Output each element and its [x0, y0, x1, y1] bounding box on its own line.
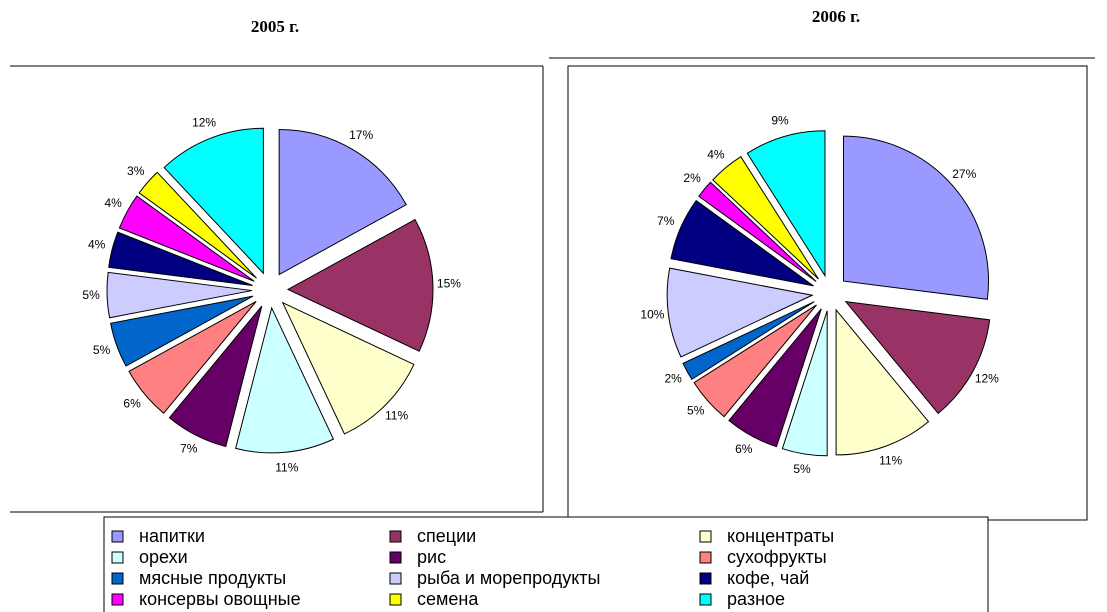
pie-slice — [835, 308, 930, 456]
pie-slice — [118, 195, 255, 282]
pie-slice — [666, 267, 814, 358]
legend-label: напитки — [139, 526, 205, 546]
slice-label: 6% — [123, 396, 141, 410]
pie-slice — [682, 301, 815, 381]
pie-slice — [728, 308, 822, 448]
slice-label: 5% — [82, 288, 100, 302]
legend-label: разное — [727, 589, 785, 609]
pie-slice — [235, 306, 335, 454]
legend-label: концентраты — [727, 526, 834, 546]
pie-slice — [168, 305, 263, 448]
legend-swatch — [111, 551, 124, 564]
slice-label: 15% — [437, 277, 461, 291]
legend-swatch — [699, 572, 712, 585]
slice-label: 17% — [349, 128, 373, 142]
legend-swatch — [111, 572, 124, 585]
legend-label: семена — [417, 589, 479, 609]
pie-slice — [128, 301, 257, 414]
slice-label: 6% — [735, 442, 753, 456]
legend-label: рыба и морепродукты — [417, 568, 600, 588]
legend-swatch — [111, 530, 124, 543]
slice-label: 11% — [385, 409, 408, 423]
slice-label: 4% — [707, 147, 725, 161]
legend-label: сухофрукты — [727, 547, 827, 567]
pie-slice — [278, 129, 407, 276]
pie-slice — [843, 135, 989, 300]
chart-title: 2005 г. — [251, 17, 299, 36]
legend-label: кофе, чай — [727, 568, 809, 588]
legend-swatch — [389, 572, 402, 585]
legend-frame — [103, 516, 989, 612]
slice-label: 2% — [683, 171, 701, 185]
slice-label: 4% — [104, 196, 122, 210]
legend-swatch — [699, 530, 712, 543]
pie-slice — [163, 127, 264, 275]
slice-label: 12% — [975, 371, 999, 385]
legend-label: мясные продукты — [139, 568, 286, 588]
pie-slice — [844, 301, 991, 415]
pie-slice — [698, 181, 817, 282]
slice-label: 5% — [687, 404, 705, 418]
legend-swatch — [699, 593, 712, 606]
slice-label: 2% — [664, 371, 682, 385]
legend-label: консервы овощные — [139, 589, 301, 609]
slice-label: 5% — [93, 343, 111, 357]
slice-label: 27% — [952, 167, 976, 181]
legend-swatch — [389, 551, 402, 564]
legend-swatch — [389, 593, 402, 606]
slice-label: 11% — [275, 460, 298, 474]
pie-slice — [138, 171, 257, 279]
legend-label: орехи — [139, 547, 188, 567]
pie-slice — [110, 295, 254, 367]
legend-label: специи — [417, 526, 476, 546]
slice-label: 3% — [127, 164, 145, 178]
slice-label: 12% — [192, 116, 216, 130]
legend-swatch — [389, 530, 402, 543]
pie-slice — [712, 156, 819, 280]
pie-slice — [108, 231, 253, 287]
slice-label: 7% — [180, 442, 198, 456]
pie-slice — [106, 271, 253, 319]
legend-label: рис — [417, 547, 446, 567]
pie-slice — [286, 218, 434, 352]
slice-label: 11% — [879, 454, 902, 468]
slice-label: 4% — [88, 238, 106, 252]
pie-slice — [281, 301, 415, 435]
pie-slice — [781, 310, 828, 457]
slice-label: 10% — [640, 308, 664, 322]
slice-label: 5% — [793, 462, 811, 476]
pie-slice — [693, 304, 817, 418]
legend-swatch — [699, 551, 712, 564]
slice-label: 9% — [771, 113, 789, 127]
legend-swatch — [111, 593, 124, 606]
slice-label: 7% — [657, 214, 675, 228]
pie-slice — [746, 130, 826, 278]
pie-slice — [670, 199, 814, 287]
chart-title: 2006 г. — [812, 7, 860, 26]
